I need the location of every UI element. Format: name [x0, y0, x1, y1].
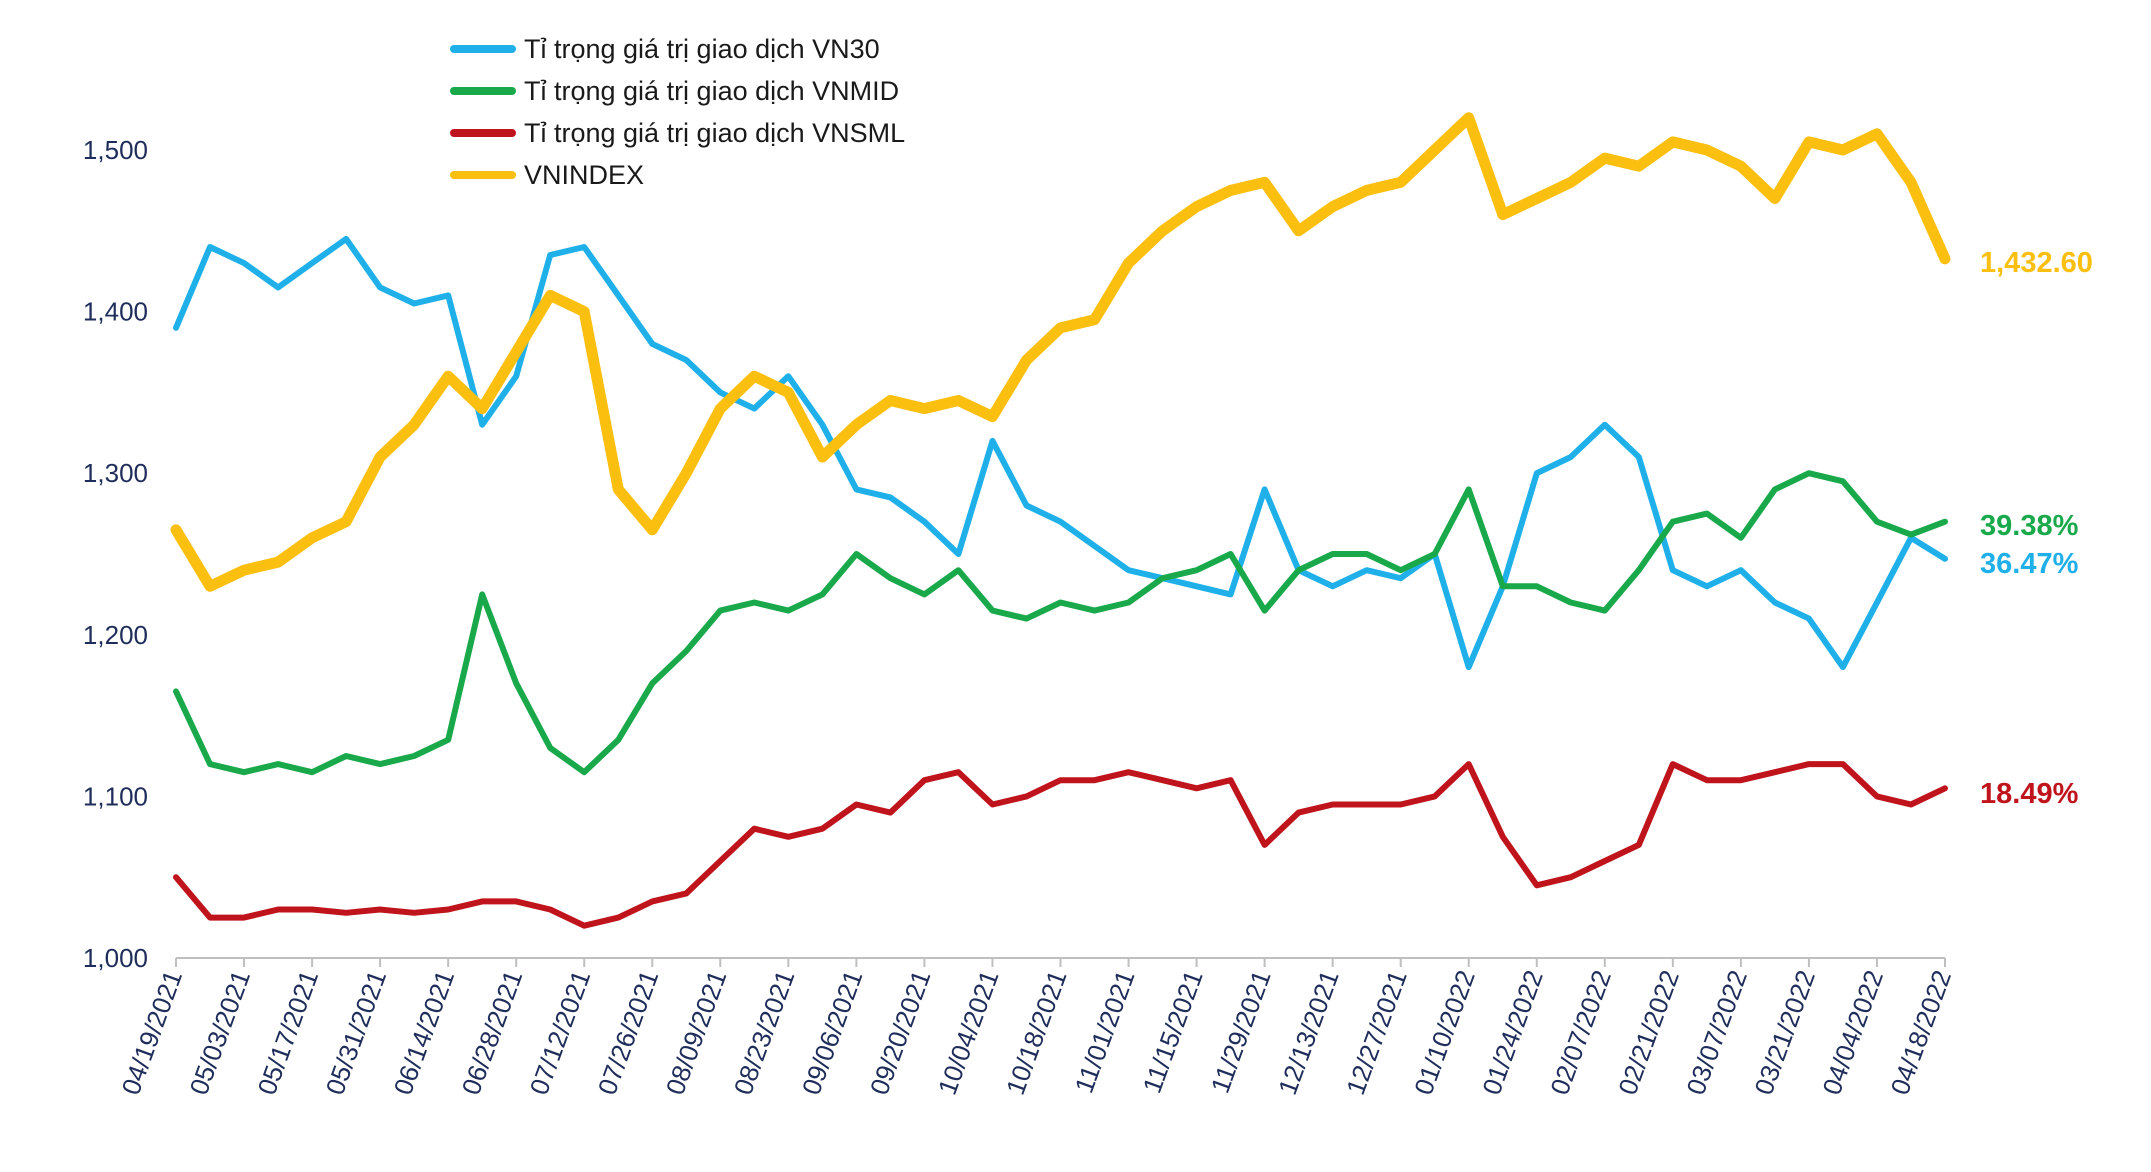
x-tick-label: 08/23/2021 [728, 966, 801, 1099]
x-tick-label: 07/12/2021 [524, 966, 597, 1099]
x-tick-label: 10/04/2021 [932, 966, 1005, 1099]
legend-label-vnsml: Tỉ trọng giá trị giao dịch VNSML [524, 117, 906, 148]
legend-item-vnmid: Tỉ trọng giá trị giao dịch VNMID [450, 70, 905, 112]
series-line-vnsml [173, 761, 1948, 929]
legend: Tỉ trọng giá trị giao dịch VN30 Tỉ trọng… [450, 28, 905, 196]
x-tick-label: 05/17/2021 [251, 966, 324, 1099]
x-tick-label: 11/29/2021 [1205, 966, 1277, 1097]
x-tick-label: 09/06/2021 [796, 966, 869, 1099]
series-line-vnindex [170, 112, 1951, 592]
legend-item-vnindex: VNINDEX [450, 154, 905, 196]
legend-item-vnsml: Tỉ trọng giá trị giao dịch VNSML [450, 112, 905, 154]
x-tick-label: 03/21/2022 [1748, 966, 1821, 1099]
x-tick-label: 04/18/2022 [1884, 966, 1957, 1099]
legend-swatch-vnindex [450, 171, 516, 179]
x-tick-label: 04/04/2022 [1816, 966, 1889, 1099]
x-tick-label: 09/20/2021 [864, 966, 937, 1099]
legend-swatch-vnsml [450, 129, 516, 137]
legend-label-vnmid: Tỉ trọng giá trị giao dịch VNMID [524, 75, 900, 106]
y-tick-label: 1,000 [83, 943, 148, 973]
legend-label-vn30: Tỉ trọng giá trị giao dịch VN30 [524, 33, 880, 64]
x-tick-label: 02/21/2022 [1612, 966, 1685, 1099]
x-tick-label: 02/07/2022 [1544, 966, 1617, 1099]
legend-item-vn30: Tỉ trọng giá trị giao dịch VN30 [450, 28, 905, 70]
end-label-vnsml: 18.49% [1980, 778, 2079, 810]
y-tick-label: 1,500 [83, 135, 148, 165]
x-tick-label: 04/19/2021 [115, 966, 188, 1099]
end-label-vnindex: 1,432.60 [1980, 247, 2093, 279]
end-label-vn30: 36.47% [1980, 548, 2079, 580]
x-tick-label: 10/18/2021 [1000, 966, 1073, 1099]
x-tick-label: 11/15/2021 [1137, 966, 1209, 1097]
legend-swatch-vnmid [450, 87, 516, 95]
x-tick-label: 08/09/2021 [660, 966, 733, 1099]
y-tick-label: 1,200 [83, 620, 148, 650]
x-tick-label: 12/27/2021 [1340, 966, 1413, 1099]
x-tick-label: 06/28/2021 [456, 966, 529, 1099]
x-tick-label: 01/10/2022 [1408, 966, 1481, 1099]
x-tick-label: 03/07/2022 [1680, 966, 1753, 1099]
series-line-vnmid [173, 470, 1948, 776]
y-tick-label: 1,400 [83, 297, 148, 327]
x-tick-label: 07/26/2021 [592, 966, 665, 1099]
x-tick-label: 11/01/2021 [1069, 966, 1141, 1097]
legend-label-vnindex: VNINDEX [524, 159, 645, 190]
x-tick-label: 12/13/2021 [1272, 966, 1345, 1099]
legend-swatch-vn30 [450, 45, 516, 53]
x-tick-label: 05/31/2021 [320, 966, 393, 1099]
y-tick-label: 1,100 [83, 781, 148, 811]
x-tick-label: 05/03/2021 [183, 966, 256, 1099]
x-tick-label: 01/24/2022 [1476, 966, 1549, 1099]
end-label-vnmid: 39.38% [1980, 510, 2079, 542]
y-tick-label: 1,300 [83, 458, 148, 488]
series-line-vn30 [173, 235, 1948, 671]
x-tick-label: 06/14/2021 [388, 966, 461, 1099]
